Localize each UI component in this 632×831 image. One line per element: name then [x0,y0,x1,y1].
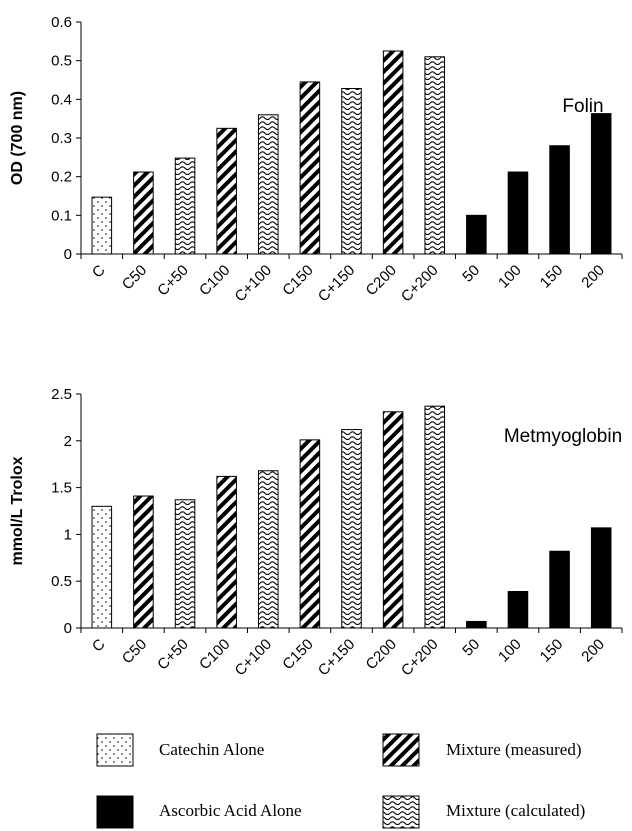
bar-C200 [382,411,404,629]
bar-100 [507,591,529,629]
legend-label: Mixture (calculated) [446,801,585,820]
bar-C+50 [174,499,196,629]
y-tick-label: 0.4 [51,91,72,108]
x-tick-label: 200 [578,636,608,666]
bar-C100 [216,475,237,629]
x-tick-label: C150 [279,262,316,299]
bar-150 [549,145,570,255]
x-tick-label: C100 [196,636,233,673]
legend-swatch [382,795,420,829]
y-tick-label: 0.3 [51,130,72,147]
legend-label: Catechin Alone [159,740,264,759]
x-tick-label: 200 [578,262,608,292]
legend-item-calculated: Mixture (calculated) [382,795,585,829]
chart-title: Metmyoglobin [504,426,622,447]
y-tick-label: 0.2 [51,169,72,186]
x-tick-label: C+100 [232,262,276,306]
bar-C+100 [257,114,279,255]
x-tick-label: C [89,636,109,656]
bar-150 [549,550,570,629]
bar-C+200 [424,56,446,255]
y-tick-label: 0 [64,620,72,637]
x-tick-label: C+200 [398,262,442,306]
x-tick-label: C50 [119,262,150,293]
bar-200 [590,113,612,255]
legend-item-ascorbic: Ascorbic Acid Alone [96,795,302,829]
bar-C100 [216,127,237,255]
bar-C200 [382,50,404,255]
x-tick-label: C+150 [315,636,359,680]
y-axis-label: mmol/L Trolox [9,456,26,565]
bar-C50 [133,171,154,255]
bar-C50 [133,495,154,629]
bar-C+150 [341,88,362,255]
x-tick-label: C50 [119,636,150,667]
x-tick-label: 100 [495,636,525,666]
y-tick-label: 0.5 [51,53,72,70]
chart-title: Folin [562,96,603,117]
x-tick-label: C+200 [398,636,442,680]
legend-item-catechin: Catechin Alone [96,733,264,767]
bar-C+50 [174,157,196,255]
legend-swatch [96,733,134,767]
bar-200 [590,527,612,629]
bar-C [91,505,113,629]
legend-swatch [382,733,420,767]
legend-label: Mixture (measured) [446,740,581,759]
x-tick-label: C200 [363,262,400,299]
y-axis-label: OD (700 nm) [9,91,26,185]
bar-C150 [299,81,321,255]
legend-swatch [96,795,134,829]
y-tick-label: 2 [64,433,72,450]
y-tick-label: 1.5 [51,480,72,497]
y-tick-label: 0.5 [51,573,72,590]
y-tick-label: 0.6 [51,14,72,31]
bar-50 [466,214,487,255]
bar-C+150 [341,429,362,629]
bar-100 [507,171,529,255]
legend-label: Ascorbic Acid Alone [159,801,302,820]
bar-C+100 [257,470,279,629]
legend-item-measured: Mixture (measured) [382,733,581,767]
bar-C [91,196,113,255]
x-tick-label: 150 [537,262,567,292]
legend: Catechin Alone Mixture (measured) Ascorbic… [96,733,585,829]
x-tick-label: C200 [363,636,400,673]
y-tick-label: 1 [64,526,72,543]
x-tick-label: 50 [459,636,483,660]
bar-50 [466,620,487,629]
x-tick-label: C100 [196,262,233,299]
y-tick-label: 0.1 [51,207,72,224]
x-tick-label: C+50 [154,636,192,674]
x-tick-label: C+150 [315,262,359,306]
x-tick-label: 150 [537,636,567,666]
y-tick-label: 0 [64,246,72,263]
x-tick-label: 50 [459,262,483,286]
x-tick-label: C150 [279,636,316,673]
bar-C+200 [424,405,446,629]
x-tick-label: C+50 [154,262,192,300]
y-tick-label: 2.5 [51,386,72,403]
x-tick-label: 100 [495,262,525,292]
bar-C150 [299,439,321,629]
x-tick-label: C [89,262,109,282]
x-tick-label: C+100 [232,636,276,680]
